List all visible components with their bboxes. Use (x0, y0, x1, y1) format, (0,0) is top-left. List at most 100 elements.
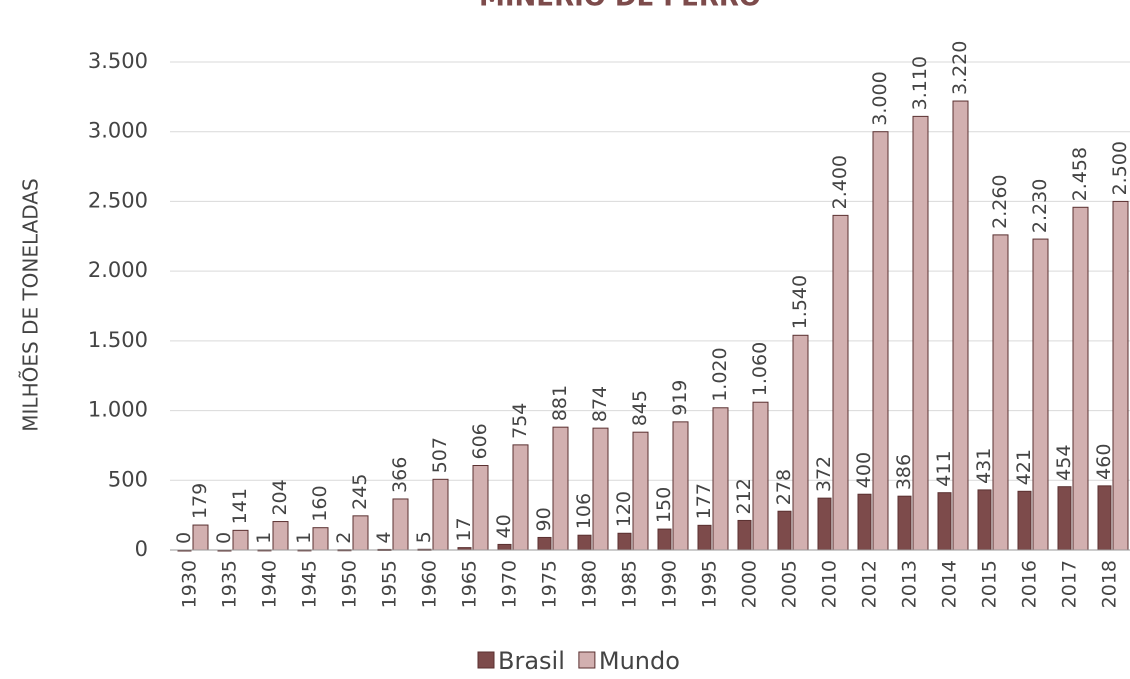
bar (577, 534, 592, 551)
bar (392, 498, 409, 551)
bar (192, 524, 209, 551)
data-label: 372 (813, 456, 835, 492)
data-label: 2.230 (1029, 179, 1051, 233)
data-label: 2.500 (1109, 141, 1130, 195)
data-label: 400 (853, 452, 875, 488)
bar (352, 515, 369, 551)
bar (937, 492, 952, 551)
bar (632, 431, 649, 551)
data-label: 1.540 (789, 275, 811, 329)
bar (472, 465, 489, 551)
y-tick-label: 0 (135, 537, 148, 561)
bar (1032, 238, 1049, 551)
data-label: 881 (549, 385, 571, 421)
bar (737, 519, 752, 551)
x-tick-label: 1930 (179, 560, 201, 608)
bar (832, 214, 849, 551)
data-label: 507 (429, 437, 451, 473)
data-label: 421 (1013, 449, 1035, 485)
y-tick-label: 2.000 (88, 258, 148, 282)
data-label: 606 (469, 423, 491, 459)
bar (537, 536, 552, 551)
data-label: 1 (253, 532, 275, 544)
x-tick-label: 2014 (939, 560, 961, 608)
y-tick-label: 3.000 (88, 119, 148, 143)
data-label: 874 (589, 386, 611, 422)
bar (512, 444, 529, 551)
legend-label: Brasil (498, 647, 565, 675)
data-label: 90 (533, 507, 555, 531)
x-tick-label: 1950 (339, 560, 361, 608)
bar (497, 543, 512, 551)
legend-label: Mundo (599, 647, 680, 675)
data-label: 2.458 (1069, 147, 1091, 201)
bar (897, 495, 912, 551)
x-tick-label: 2012 (859, 560, 881, 608)
bar (712, 407, 729, 551)
data-label: 3.000 (869, 71, 891, 125)
data-label: 2.260 (989, 174, 1011, 228)
bar (272, 521, 289, 551)
data-label: 386 (893, 454, 915, 490)
x-tick-label: 2015 (979, 560, 1001, 608)
data-label: 141 (229, 488, 251, 524)
x-tick-label: 1995 (699, 560, 721, 608)
bar (1072, 206, 1089, 551)
bar (952, 100, 969, 551)
x-tick-label: 1935 (219, 560, 241, 608)
y-tick-label: 3.500 (88, 49, 148, 73)
data-label: 460 (1093, 444, 1115, 480)
x-tick-label: 1945 (299, 560, 321, 608)
data-label: 245 (349, 474, 371, 510)
bar (817, 497, 832, 551)
bar (232, 529, 249, 551)
x-tick-label: 1990 (659, 560, 681, 608)
data-label: 1 (293, 532, 315, 544)
x-tick-label: 1960 (419, 560, 441, 608)
bar (872, 131, 889, 551)
data-label: 431 (973, 448, 995, 484)
data-label: 366 (389, 457, 411, 493)
data-label: 40 (493, 514, 515, 538)
x-tick-label: 2017 (1059, 560, 1081, 608)
y-tick-label: 1.000 (88, 398, 148, 422)
y-tick-label: 500 (108, 467, 148, 491)
bar (552, 426, 569, 551)
data-label: 1.020 (709, 347, 731, 401)
bar (857, 493, 872, 551)
data-label: 3.220 (949, 41, 971, 95)
bar (792, 334, 809, 551)
bar (672, 421, 689, 551)
data-label: 845 (629, 390, 651, 426)
y-tick-label: 1.500 (88, 328, 148, 352)
x-tick-label: 2018 (1099, 560, 1121, 608)
x-tick-label: 2013 (899, 560, 921, 608)
data-label: 204 (269, 479, 291, 515)
data-label: 3.110 (909, 56, 931, 110)
bar (1112, 200, 1129, 551)
chart-title: MINÉRIO DE FERRO (479, 0, 761, 13)
bar (312, 527, 329, 551)
data-label: 17 (453, 517, 475, 541)
bar (592, 427, 609, 551)
bar (617, 532, 632, 551)
data-label: 150 (653, 487, 675, 523)
x-tick-label: 1975 (539, 560, 561, 608)
data-label: 454 (1053, 444, 1075, 480)
bar (752, 401, 769, 551)
data-label: 411 (933, 450, 955, 486)
bar (777, 510, 792, 551)
bar (657, 528, 672, 551)
data-label: 160 (309, 485, 331, 521)
data-label: 2 (333, 532, 355, 544)
data-label: 177 (693, 483, 715, 519)
x-tick-label: 2005 (779, 560, 801, 608)
bar (1017, 490, 1032, 551)
x-tick-label: 2010 (819, 560, 841, 608)
data-label: 106 (573, 493, 595, 529)
bar (912, 115, 929, 551)
data-label: 179 (189, 483, 211, 519)
bar (1097, 485, 1112, 551)
x-tick-label: 1970 (499, 560, 521, 608)
